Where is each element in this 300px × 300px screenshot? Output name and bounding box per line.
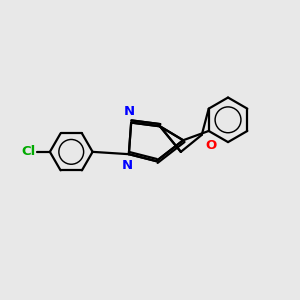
Text: N: N (122, 159, 133, 172)
Text: Cl: Cl (22, 146, 36, 158)
Text: N: N (124, 105, 135, 118)
Text: O: O (206, 139, 217, 152)
